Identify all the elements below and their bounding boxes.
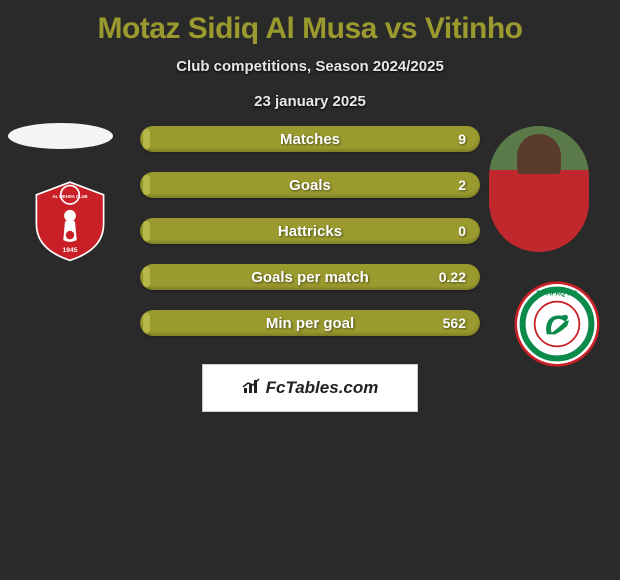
player-left-avatar bbox=[8, 123, 113, 149]
club-badge-left: AL WEHDA CLUB 1945 bbox=[28, 178, 112, 262]
subtitle: Club competitions, Season 2024/2025 bbox=[0, 58, 620, 75]
source-logo: FcTables.com bbox=[202, 364, 418, 412]
source-logo-text: FcTables.com bbox=[266, 378, 379, 398]
stat-bar: Min per goal 562 bbox=[140, 310, 480, 336]
stat-bar: Matches 9 bbox=[140, 126, 480, 152]
stat-bars: Matches 9 Goals 2 Hattricks 0 Goals per … bbox=[140, 126, 480, 356]
stat-value: 0 bbox=[458, 223, 466, 239]
club-badge-right: ETTIFAQ F.C bbox=[514, 281, 600, 367]
stat-bar: Goals 2 bbox=[140, 172, 480, 198]
stat-label: Matches bbox=[140, 131, 480, 148]
svg-text:1945: 1945 bbox=[63, 247, 78, 254]
page-title: Motaz Sidiq Al Musa vs Vitinho bbox=[0, 0, 620, 46]
stat-label: Min per goal bbox=[140, 315, 480, 332]
stat-label: Goals per match bbox=[140, 269, 480, 286]
stat-bar: Goals per match 0.22 bbox=[140, 264, 480, 290]
stat-bar: Hattricks 0 bbox=[140, 218, 480, 244]
date-text: 23 january 2025 bbox=[0, 93, 620, 110]
stat-value: 0.22 bbox=[439, 269, 466, 285]
stat-value: 9 bbox=[458, 131, 466, 147]
stat-value: 2 bbox=[458, 177, 466, 193]
player-right-avatar bbox=[489, 126, 589, 252]
svg-text:ETTIFAQ F.C: ETTIFAQ F.C bbox=[536, 291, 577, 298]
stat-label: Goals bbox=[140, 177, 480, 194]
stat-label: Hattricks bbox=[140, 223, 480, 240]
svg-text:AL WEHDA CLUB: AL WEHDA CLUB bbox=[52, 194, 87, 199]
chart-icon bbox=[242, 378, 262, 399]
stat-value: 562 bbox=[443, 315, 466, 331]
